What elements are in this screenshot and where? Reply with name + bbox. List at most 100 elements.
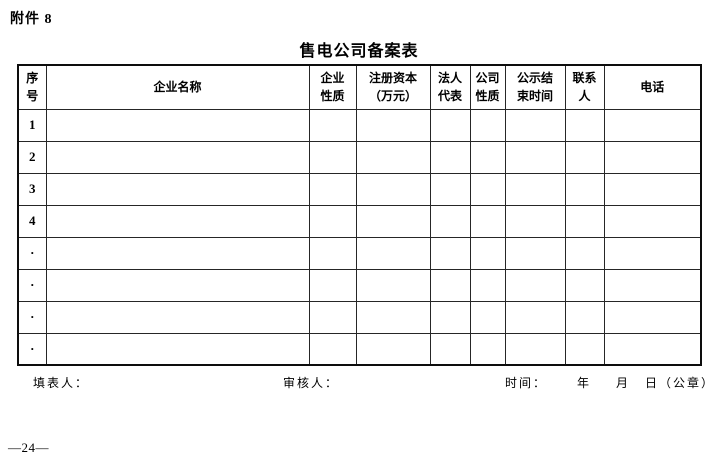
cell-contact-person (564, 140, 605, 174)
row-number-cell: 1 (17, 108, 47, 142)
cell-legal-representative (429, 204, 471, 238)
row-number-cell: 4 (17, 204, 47, 238)
cell-company-name (45, 300, 310, 334)
row-number-cell: · (17, 268, 47, 302)
reviewer-label: 审核人： (283, 376, 340, 390)
day-seal-label: 日（公章） (645, 376, 716, 390)
cell-phone (603, 108, 702, 142)
cell-contact-person (564, 172, 605, 206)
cell-publicity-end-time (504, 172, 566, 206)
cell-phone (603, 268, 702, 302)
cell-company-name (45, 332, 310, 366)
cell-enterprise-nature (308, 140, 357, 174)
filing-table: 序 号 企业名称 企业 性质 注册资本 （万元） 法人 代表 公司 性质 公示结… (17, 64, 702, 366)
cell-enterprise-nature (308, 172, 357, 206)
table-row: · (17, 332, 702, 366)
header-contact-person: 联系 人 (564, 64, 605, 110)
cell-company-name (45, 108, 310, 142)
cell-company-type (469, 172, 506, 206)
cell-publicity-end-time (504, 236, 566, 270)
cell-legal-representative (429, 332, 471, 366)
header-company-type: 公司 性质 (469, 64, 506, 110)
cell-legal-representative (429, 108, 471, 142)
cell-company-type (469, 268, 506, 302)
table-row: 2 (17, 140, 702, 174)
table-row: · (17, 300, 702, 334)
row-number-cell: 3 (17, 172, 47, 206)
cell-enterprise-nature (308, 300, 357, 334)
header-publicity-end-time: 公示结 束时间 (504, 64, 566, 110)
cell-legal-representative (429, 172, 471, 206)
header-registered-capital: 注册资本 （万元） (355, 64, 431, 110)
cell-legal-representative (429, 300, 471, 334)
row-number-cell: 2 (17, 140, 47, 174)
month-label: 月 (616, 376, 631, 390)
cell-publicity-end-time (504, 300, 566, 334)
header-serial-number: 序 号 (17, 64, 47, 110)
cell-phone (603, 172, 702, 206)
cell-company-name (45, 140, 310, 174)
cell-contact-person (564, 268, 605, 302)
table-row: 1 (17, 108, 702, 142)
cell-enterprise-nature (308, 236, 357, 270)
cell-registered-capital (355, 332, 431, 366)
cell-legal-representative (429, 236, 471, 270)
cell-company-name (45, 236, 310, 270)
header-legal-representative: 法人 代表 (429, 64, 471, 110)
cell-registered-capital (355, 140, 431, 174)
cell-phone (603, 300, 702, 334)
cell-registered-capital (355, 172, 431, 206)
cell-company-type (469, 236, 506, 270)
table-row: 3 (17, 172, 702, 206)
cell-contact-person (564, 236, 605, 270)
cell-publicity-end-time (504, 140, 566, 174)
cell-publicity-end-time (504, 268, 566, 302)
cell-enterprise-nature (308, 268, 357, 302)
cell-enterprise-nature (308, 108, 357, 142)
cell-company-type (469, 300, 506, 334)
cell-legal-representative (429, 140, 471, 174)
table-row: · (17, 236, 702, 270)
header-enterprise-nature: 企业 性质 (308, 64, 357, 110)
table-row: 4 (17, 204, 702, 238)
cell-company-type (469, 140, 506, 174)
cell-enterprise-nature (308, 204, 357, 238)
cell-registered-capital (355, 268, 431, 302)
cell-company-type (469, 204, 506, 238)
cell-publicity-end-time (504, 332, 566, 366)
cell-registered-capital (355, 204, 431, 238)
cell-registered-capital (355, 108, 431, 142)
cell-contact-person (564, 108, 605, 142)
header-phone: 电话 (603, 64, 702, 110)
cell-legal-representative (429, 268, 471, 302)
preparer-label: 填表人： (33, 376, 90, 390)
cell-company-name (45, 204, 310, 238)
cell-publicity-end-time (504, 108, 566, 142)
cell-phone (603, 236, 702, 270)
page-title: 售电公司备案表 (299, 43, 419, 60)
cell-phone (603, 332, 702, 366)
page-number: —24— (8, 440, 49, 455)
cell-company-name (45, 172, 310, 206)
row-number-cell: · (17, 300, 47, 334)
cell-publicity-end-time (504, 204, 566, 238)
time-label: 时间： (505, 376, 548, 390)
attachment-label: 附件 8 (10, 12, 53, 27)
cell-company-name (45, 268, 310, 302)
table-header-row: 序 号 企业名称 企业 性质 注册资本 （万元） 法人 代表 公司 性质 公示结… (17, 64, 702, 110)
cell-company-type (469, 108, 506, 142)
header-company-name: 企业名称 (45, 64, 310, 110)
row-number-cell: · (17, 236, 47, 270)
cell-contact-person (564, 300, 605, 334)
table-row: · (17, 268, 702, 302)
cell-company-type (469, 332, 506, 366)
cell-phone (603, 204, 702, 238)
row-number-cell: · (17, 332, 47, 366)
cell-contact-person (564, 204, 605, 238)
cell-phone (603, 140, 702, 174)
cell-registered-capital (355, 300, 431, 334)
cell-registered-capital (355, 236, 431, 270)
cell-enterprise-nature (308, 332, 357, 366)
year-label: 年 (577, 376, 592, 390)
cell-contact-person (564, 332, 605, 366)
